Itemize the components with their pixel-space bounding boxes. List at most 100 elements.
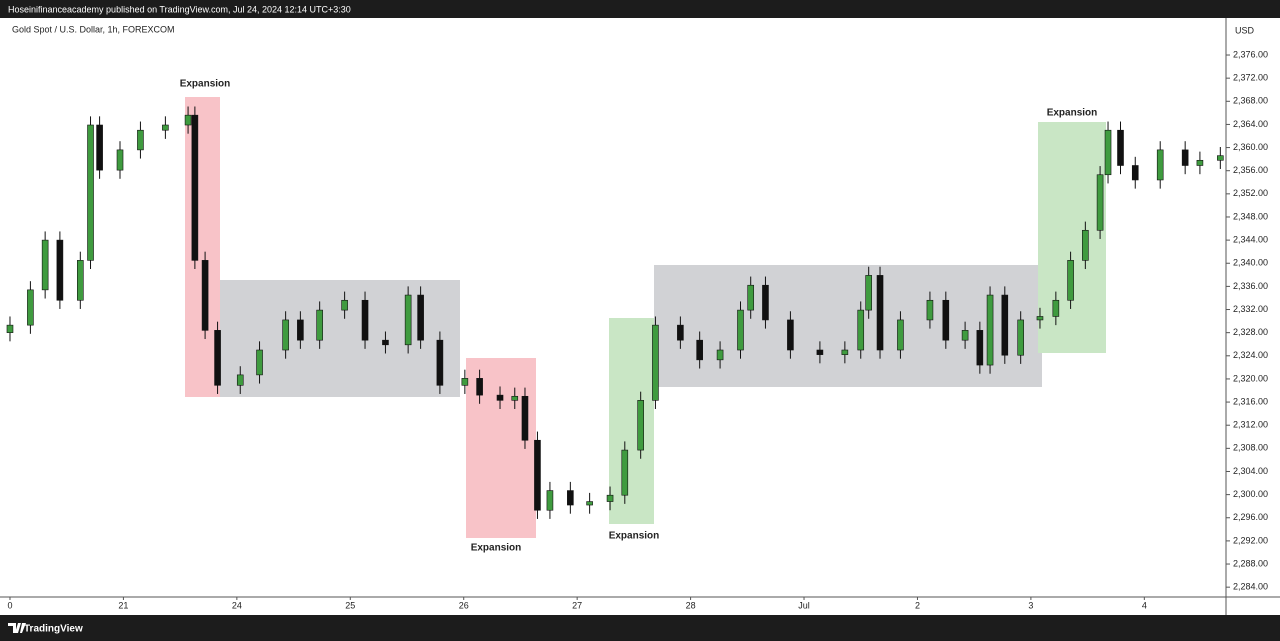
candle-body: [476, 378, 483, 396]
candle-body: [986, 294, 994, 366]
y-tick-label: 2,328.00: [1233, 327, 1268, 337]
y-axis-label: USD: [1235, 25, 1255, 35]
candle-body: [1052, 299, 1060, 317]
candle-body: [546, 490, 554, 511]
candle-body: [1217, 155, 1224, 161]
y-tick-label: 2,372.00: [1233, 73, 1268, 83]
x-tick-label: 21: [118, 600, 128, 610]
candle-body: [716, 349, 724, 361]
candle-body: [87, 124, 94, 261]
x-tick-label: 26: [459, 600, 469, 610]
candle-body: [1131, 165, 1139, 181]
expansion-zone: [609, 318, 654, 524]
x-tick-label: 27: [572, 600, 582, 610]
candle-body: [214, 330, 221, 386]
candle-body: [282, 319, 289, 351]
candle-body: [201, 260, 209, 331]
y-tick-label: 2,344.00: [1233, 234, 1268, 244]
y-tick-label: 2,376.00: [1233, 49, 1268, 59]
expansion-zone: [185, 97, 220, 397]
candle-body: [926, 299, 934, 321]
candle-body: [1117, 129, 1124, 166]
annotation: Expansion: [609, 531, 660, 542]
candle-body: [1156, 149, 1164, 181]
candle-body: [586, 501, 593, 506]
candle-body: [816, 349, 824, 355]
candle-body: [137, 129, 144, 151]
range-zone: [654, 265, 1042, 387]
candle-body: [737, 309, 744, 351]
y-tick-label: 2,304.00: [1233, 466, 1268, 476]
y-tick-label: 2,348.00: [1233, 211, 1268, 221]
annotation: Expansion: [180, 79, 231, 90]
footer-brand: TradingView: [24, 624, 83, 635]
y-tick-label: 2,284.00: [1233, 582, 1268, 592]
candle-body: [297, 319, 304, 341]
y-tick-label: 2,368.00: [1233, 96, 1268, 106]
candle-body: [637, 400, 644, 451]
y-tick-label: 2,352.00: [1233, 188, 1268, 198]
candles: [6, 106, 1224, 519]
candle-body: [857, 309, 865, 351]
candle-body: [41, 239, 49, 291]
chart-title: Gold Spot / U.S. Dollar, 1h, FOREXCOM: [12, 24, 175, 34]
zones: [185, 97, 1106, 538]
candle-body: [6, 324, 14, 333]
candle-body: [1196, 159, 1204, 166]
candle-body: [436, 339, 444, 386]
y-tick-label: 2,296.00: [1233, 512, 1268, 522]
y-tick-label: 2,316.00: [1233, 396, 1268, 406]
candle-body: [876, 275, 884, 351]
x-tick-label: 0: [7, 600, 12, 610]
candle-body: [696, 339, 703, 361]
candle-body: [1082, 229, 1089, 261]
candle-body: [1036, 316, 1044, 321]
candle-body: [787, 319, 794, 351]
range-zone: [220, 280, 460, 397]
x-tick-label: 25: [345, 600, 355, 610]
candle-body: [976, 330, 984, 366]
candle-body: [841, 349, 849, 355]
candle-body: [534, 439, 541, 511]
candle-body: [184, 114, 192, 126]
y-tick-label: 2,324.00: [1233, 350, 1268, 360]
header-bar: [0, 0, 1280, 18]
footer-bar: [0, 615, 1280, 641]
expansion-zone: [1038, 122, 1106, 353]
x-tick-label: 2: [915, 600, 920, 610]
candle-body: [191, 114, 199, 261]
candle-body: [77, 260, 84, 301]
y-tick-label: 2,332.00: [1233, 304, 1268, 314]
candle-body: [1181, 149, 1189, 166]
candle-body: [1096, 174, 1104, 231]
y-tick-label: 2,364.00: [1233, 119, 1268, 129]
candle-body: [236, 374, 244, 386]
candle-body: [496, 394, 504, 401]
candle-body: [1001, 294, 1009, 356]
candle-body: [747, 284, 755, 311]
y-tick-label: 2,320.00: [1233, 373, 1268, 383]
x-tick-label: 24: [232, 600, 242, 610]
x-tick-label: Jul: [798, 600, 810, 610]
candle-body: [404, 294, 412, 346]
y-tick-label: 2,292.00: [1233, 535, 1268, 545]
candle-body: [521, 395, 529, 441]
y-tick-label: 2,360.00: [1233, 142, 1268, 152]
logo: [8, 623, 26, 633]
x-tick-label: 28: [686, 600, 696, 610]
x-tick-label: 4: [1142, 600, 1147, 610]
candle-body: [942, 299, 950, 341]
y-tick-label: 2,300.00: [1233, 489, 1268, 499]
candle-body: [652, 324, 659, 401]
candle-body: [417, 294, 424, 341]
candle-body: [1104, 129, 1112, 176]
candle-body: [361, 299, 369, 341]
candle-body: [116, 149, 124, 171]
candle-body: [382, 339, 389, 346]
candle-body: [162, 124, 169, 131]
candle-body: [621, 449, 629, 496]
candle-body: [567, 490, 574, 506]
candle-body: [865, 275, 872, 311]
annotation: Expansion: [471, 543, 522, 554]
